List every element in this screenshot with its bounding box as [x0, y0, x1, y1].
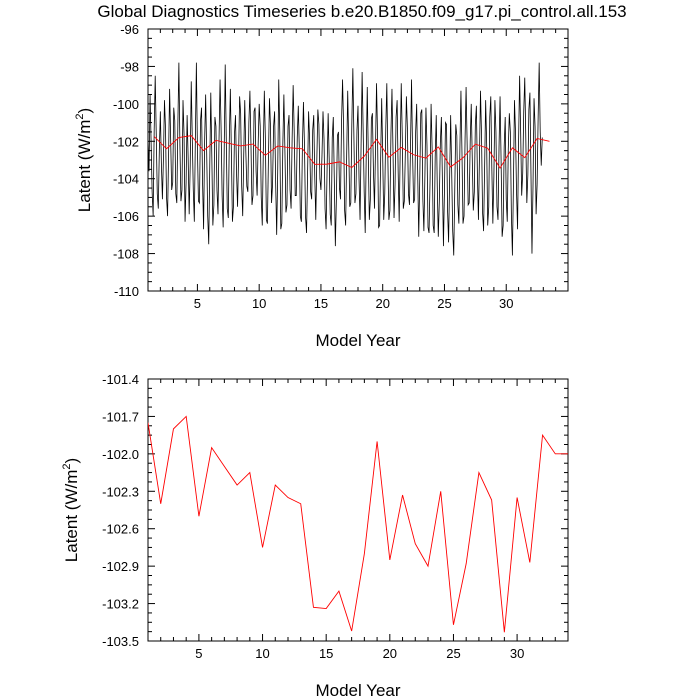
x-tick-label: 10	[255, 646, 269, 661]
x-tick-label: 10	[252, 296, 266, 311]
y-tick-label: -102.9	[102, 559, 139, 574]
y-tick-label: -98	[120, 59, 139, 74]
y-tick-label: -96	[120, 22, 139, 37]
plot-frame	[147, 378, 569, 642]
figure-title: Global Diagnostics Timeseries b.e20.B185…	[97, 2, 626, 21]
y-axis-label: Latent (W/m2)	[74, 108, 94, 212]
y-tick-label: -103.2	[102, 597, 139, 612]
x-tick-label: 25	[437, 296, 451, 311]
y-tick-label: -110	[114, 284, 139, 299]
x-axis-label: Model Year	[315, 331, 400, 350]
y-tick-label: -104	[113, 172, 139, 187]
x-tick-label: 15	[314, 296, 328, 311]
annual-series-line	[153, 135, 550, 169]
x-tick-label: 20	[383, 646, 397, 661]
x-tick-label: 20	[375, 296, 389, 311]
bottom-chart: 5 10 15 20 25 30 -101.4 -101.7 -102.0 -102.3 -102.…	[61, 372, 569, 700]
x-tick-label: 5	[194, 296, 201, 311]
y-tick-label: -101.4	[102, 372, 139, 387]
y-tick-label: -102.0	[102, 447, 139, 462]
x-tick-label: 5	[195, 646, 202, 661]
annual-series-line	[148, 415, 568, 633]
y-tick-label: -103.5	[102, 634, 139, 649]
y-tick-label: -101.7	[102, 409, 139, 424]
y-tick-label: -102.3	[102, 484, 139, 499]
x-axis-label: Model Year	[315, 681, 400, 700]
y-tick-label: -108	[113, 247, 139, 262]
y-tick-label: -100	[113, 97, 139, 112]
y-tick-label: -102.6	[102, 522, 139, 537]
y-tick-label: -102	[113, 134, 139, 149]
monthly-series-line	[148, 62, 543, 256]
x-tick-label: 30	[499, 296, 513, 311]
y-tick-label: -106	[113, 209, 139, 224]
y-axis-label: Latent (W/m2)	[61, 458, 81, 562]
top-chart: 5 10 15 20 25 30 -96 -98 -100 -102 -104 -106 -108 -11…	[74, 22, 569, 350]
x-tick-label: 25	[446, 646, 460, 661]
x-tick-label: 30	[510, 646, 524, 661]
x-tick-label: 15	[319, 646, 333, 661]
